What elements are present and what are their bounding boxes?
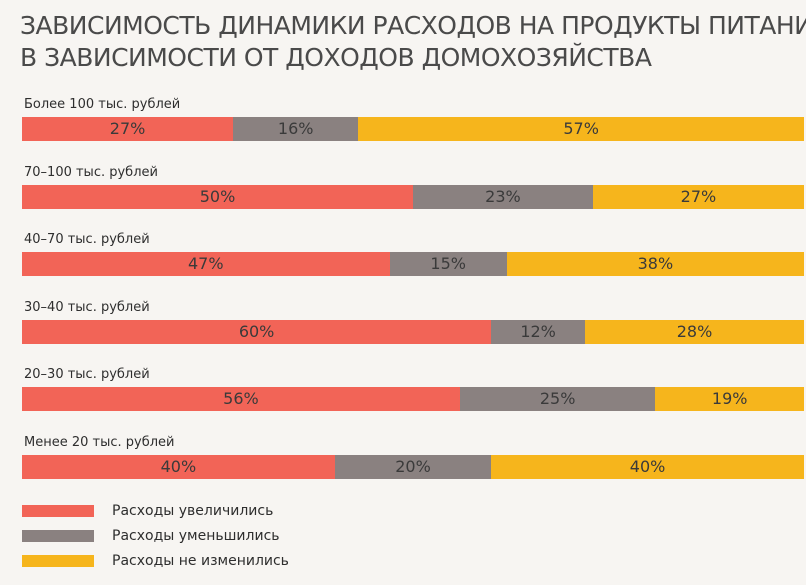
data-label: 40%: [160, 457, 197, 476]
data-label: 40%: [629, 457, 666, 476]
data-label: 27%: [680, 187, 717, 206]
category-label: 70–100 тыс. рублей: [24, 165, 158, 180]
bar-row: 56% 25% 19%: [22, 387, 804, 411]
bar-segment: [334, 455, 492, 479]
bar-segment: [22, 455, 335, 479]
chart-title: ЗАВИСИМОСТЬ ДИНАМИКИ РАСХОДОВ НА ПРОДУКТ…: [20, 10, 806, 74]
bar-segment: [389, 252, 507, 276]
bar-segment: [585, 320, 804, 344]
data-label: 56%: [223, 389, 259, 408]
bar-segment: [22, 117, 234, 141]
bar-segment: [233, 117, 359, 141]
data-label: 47%: [187, 254, 224, 273]
bar-segment: [22, 185, 413, 209]
legend-swatch: [22, 530, 94, 542]
bar-row: 60% 12% 28%: [22, 320, 804, 344]
chart-title-line-1: ЗАВИСИМОСТЬ ДИНАМИКИ РАСХОДОВ НА ПРОДУКТ…: [20, 11, 806, 40]
data-label: 12%: [520, 322, 556, 341]
bar-row: 47% 15% 38%: [22, 252, 804, 276]
category-label: 20–30 тыс. рублей: [24, 367, 150, 382]
bar-segment: [592, 185, 804, 209]
legend-swatch: [22, 505, 94, 517]
bar-row: 50% 23% 27%: [22, 185, 804, 209]
category-label: Менее 20 тыс. рублей: [24, 435, 175, 450]
bar-row: 27% 16% 57%: [22, 117, 804, 141]
chart-title-line-2: В ЗАВИСИМОСТИ ОТ ДОХОДОВ ДОМОХОЗЯЙСТВА: [20, 43, 652, 72]
bar-row: 40% 20% 40%: [22, 455, 804, 479]
data-label: 15%: [430, 254, 466, 273]
bar-segment: [655, 387, 804, 411]
bar-segment: [22, 320, 492, 344]
bar-segment: [22, 252, 390, 276]
bar-segment: [491, 455, 804, 479]
bar-segment: [491, 320, 586, 344]
data-label: 28%: [676, 322, 713, 341]
bar-segment: [459, 387, 656, 411]
category-label: 30–40 тыс. рублей: [24, 300, 150, 315]
data-label: 19%: [711, 389, 748, 408]
legend-swatch: [22, 555, 94, 567]
data-label: 25%: [539, 389, 576, 408]
legend-label: Расходы не изменились: [112, 553, 289, 569]
data-label: 16%: [277, 119, 314, 138]
bar-segment: [506, 252, 804, 276]
data-label: 50%: [199, 187, 236, 206]
data-label: 60%: [238, 322, 275, 341]
category-label: Более 100 тыс. рублей: [24, 97, 181, 112]
data-label: 20%: [395, 457, 431, 476]
data-label: 38%: [637, 254, 674, 273]
bar-segment: [413, 185, 593, 209]
bar-segment: [22, 387, 460, 411]
legend-label: Расходы увеличились: [112, 503, 274, 519]
data-label: 57%: [563, 119, 599, 138]
bar-segment: [358, 117, 804, 141]
data-label: 23%: [485, 187, 521, 206]
legend-label: Расходы уменьшились: [112, 528, 280, 544]
category-label: 40–70 тыс. рублей: [24, 232, 150, 247]
data-label: 27%: [109, 119, 146, 138]
